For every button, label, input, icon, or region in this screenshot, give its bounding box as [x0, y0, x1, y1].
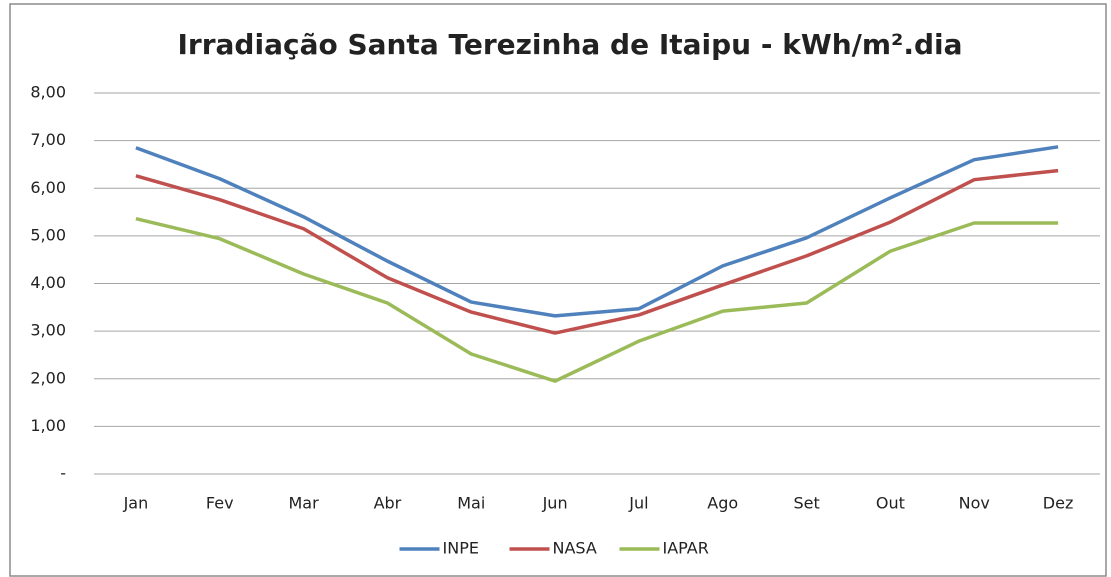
- x-tick-label: Out: [876, 494, 905, 513]
- y-tick-label: -: [60, 464, 66, 483]
- x-tick-label: Nov: [959, 494, 990, 513]
- x-tick-label: Ago: [707, 494, 738, 513]
- x-tick-label: Mar: [288, 494, 319, 513]
- legend-label: INPE: [443, 539, 479, 558]
- x-tick-label: Fev: [206, 494, 234, 513]
- x-tick-label: Abr: [374, 494, 402, 513]
- y-tick-label: 1,00: [30, 416, 66, 435]
- y-tick-label: 2,00: [30, 368, 66, 387]
- x-tick-label: Mai: [457, 494, 485, 513]
- y-tick-label: 5,00: [30, 225, 66, 244]
- legend-label: IAPAR: [663, 539, 709, 558]
- x-tick-label: Dez: [1043, 494, 1074, 513]
- x-tick-label: Jun: [542, 494, 568, 513]
- x-tick-label: Set: [793, 494, 819, 513]
- y-tick-label: 3,00: [30, 321, 66, 340]
- x-tick-label: Jul: [628, 494, 648, 513]
- series-line: [135, 145, 1059, 318]
- series-line: [135, 168, 1059, 335]
- series-line: [135, 217, 1059, 383]
- y-tick-label: 8,00: [30, 83, 66, 102]
- y-tick-label: 7,00: [30, 130, 66, 149]
- x-tick-label: Jan: [123, 494, 149, 513]
- chart-border: [9, 3, 1107, 577]
- y-tick-label: 6,00: [30, 178, 66, 197]
- chart-title: Irradiação Santa Terezinha de Itaipu - k…: [178, 28, 963, 61]
- legend-label: NASA: [553, 539, 597, 558]
- y-tick-label: 4,00: [30, 273, 66, 292]
